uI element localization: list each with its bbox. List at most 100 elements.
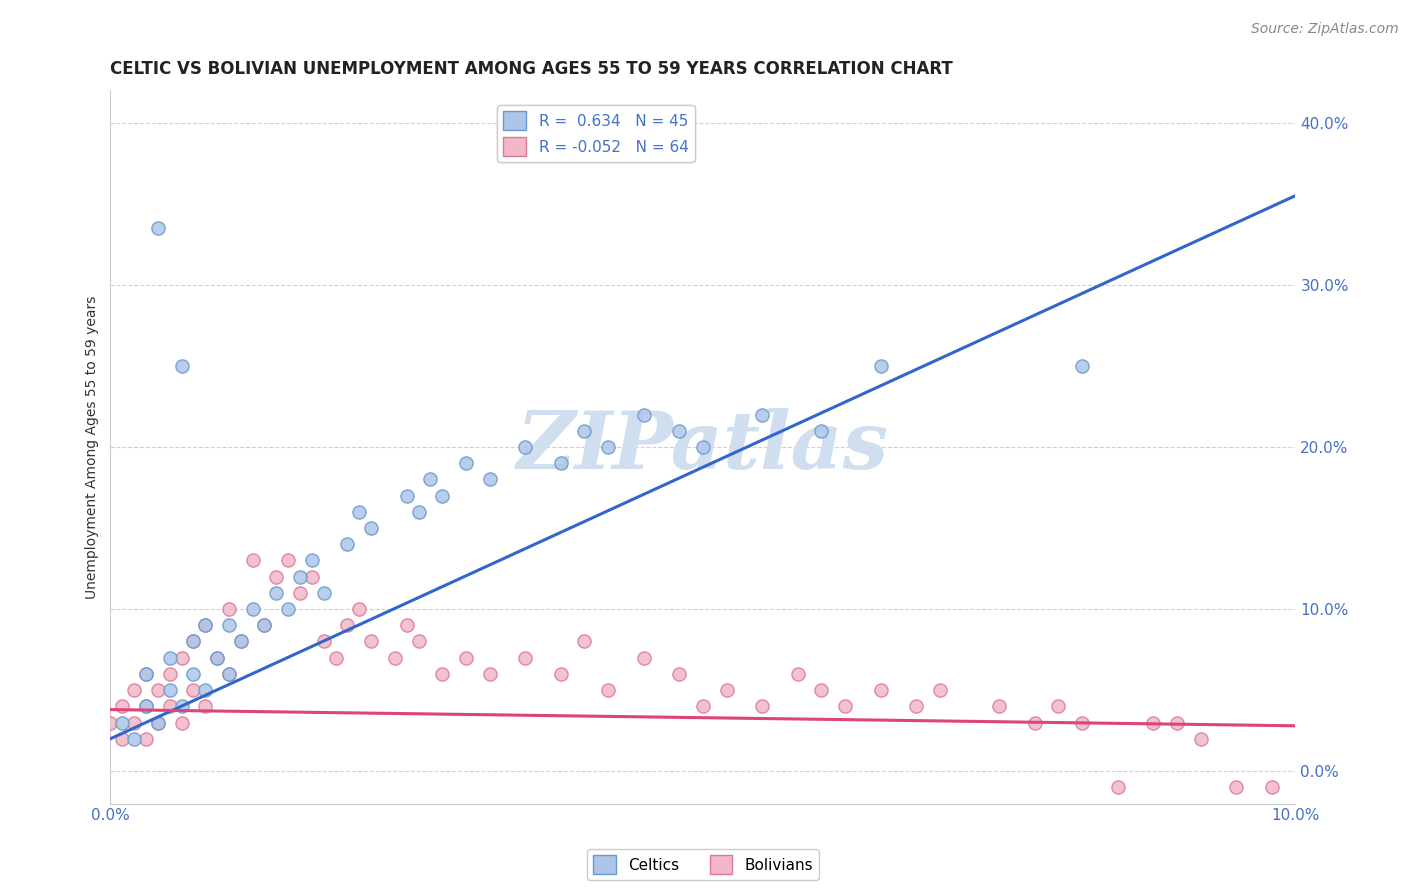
Point bbox=[218, 602, 240, 616]
Point bbox=[360, 634, 382, 648]
Point bbox=[349, 602, 371, 616]
Point bbox=[277, 553, 299, 567]
Point bbox=[170, 650, 193, 665]
Point bbox=[301, 569, 323, 583]
Point bbox=[1261, 780, 1284, 795]
Point bbox=[122, 683, 145, 698]
Point bbox=[1166, 715, 1188, 730]
Point bbox=[122, 731, 145, 746]
Point bbox=[135, 667, 157, 681]
Point bbox=[194, 683, 217, 698]
Point bbox=[454, 650, 477, 665]
Point bbox=[312, 586, 335, 600]
Point bbox=[550, 667, 572, 681]
Point bbox=[432, 489, 454, 503]
Point bbox=[478, 667, 501, 681]
Text: ZIPatlas: ZIPatlas bbox=[517, 409, 889, 485]
Point bbox=[146, 683, 169, 698]
Point bbox=[242, 602, 264, 616]
Text: Source: ZipAtlas.com: Source: ZipAtlas.com bbox=[1251, 22, 1399, 37]
Point bbox=[135, 699, 157, 714]
Point bbox=[111, 699, 134, 714]
Point bbox=[301, 553, 323, 567]
Point bbox=[111, 715, 134, 730]
Point bbox=[395, 618, 418, 632]
Point bbox=[194, 618, 217, 632]
Point bbox=[1107, 780, 1129, 795]
Point bbox=[1142, 715, 1164, 730]
Point bbox=[229, 634, 252, 648]
Point bbox=[288, 586, 311, 600]
Point bbox=[159, 699, 181, 714]
Point bbox=[905, 699, 928, 714]
Point bbox=[432, 667, 454, 681]
Point bbox=[159, 667, 181, 681]
Point bbox=[183, 667, 205, 681]
Point bbox=[266, 586, 288, 600]
Point bbox=[810, 424, 832, 438]
Point bbox=[408, 505, 430, 519]
Point bbox=[751, 699, 773, 714]
Point bbox=[218, 667, 240, 681]
Point bbox=[183, 634, 205, 648]
Point bbox=[170, 715, 193, 730]
Point bbox=[1071, 715, 1094, 730]
Point bbox=[751, 408, 773, 422]
Point bbox=[360, 521, 382, 535]
Point bbox=[183, 683, 205, 698]
Point bbox=[1024, 715, 1046, 730]
Point bbox=[1071, 359, 1094, 373]
Point bbox=[869, 683, 891, 698]
Point bbox=[395, 489, 418, 503]
Point bbox=[929, 683, 952, 698]
Point bbox=[419, 472, 441, 486]
Point bbox=[574, 634, 596, 648]
Point bbox=[988, 699, 1011, 714]
Point bbox=[574, 424, 596, 438]
Point bbox=[218, 667, 240, 681]
Point bbox=[384, 650, 406, 665]
Point bbox=[159, 650, 181, 665]
Point bbox=[692, 699, 714, 714]
Point bbox=[454, 456, 477, 470]
Point bbox=[229, 634, 252, 648]
Point bbox=[266, 569, 288, 583]
Point bbox=[349, 505, 371, 519]
Point bbox=[205, 650, 228, 665]
Point bbox=[253, 618, 276, 632]
Point bbox=[194, 618, 217, 632]
Legend: R =  0.634   N = 45, R = -0.052   N = 64: R = 0.634 N = 45, R = -0.052 N = 64 bbox=[498, 105, 695, 162]
Point bbox=[170, 359, 193, 373]
Point bbox=[146, 221, 169, 235]
Point bbox=[786, 667, 808, 681]
Point bbox=[135, 699, 157, 714]
Point bbox=[218, 618, 240, 632]
Point bbox=[183, 634, 205, 648]
Point bbox=[478, 472, 501, 486]
Point bbox=[668, 667, 690, 681]
Point bbox=[205, 650, 228, 665]
Point bbox=[869, 359, 891, 373]
Legend: Celtics, Bolivians: Celtics, Bolivians bbox=[586, 849, 820, 880]
Point bbox=[834, 699, 856, 714]
Point bbox=[325, 650, 347, 665]
Point bbox=[515, 650, 537, 665]
Point bbox=[336, 618, 359, 632]
Y-axis label: Unemployment Among Ages 55 to 59 years: Unemployment Among Ages 55 to 59 years bbox=[86, 295, 100, 599]
Point bbox=[135, 731, 157, 746]
Point bbox=[277, 602, 299, 616]
Text: CELTIC VS BOLIVIAN UNEMPLOYMENT AMONG AGES 55 TO 59 YEARS CORRELATION CHART: CELTIC VS BOLIVIAN UNEMPLOYMENT AMONG AG… bbox=[111, 60, 953, 78]
Point bbox=[111, 731, 134, 746]
Point bbox=[668, 424, 690, 438]
Point bbox=[692, 440, 714, 454]
Point bbox=[408, 634, 430, 648]
Point bbox=[1047, 699, 1070, 714]
Point bbox=[159, 683, 181, 698]
Point bbox=[135, 667, 157, 681]
Point bbox=[598, 683, 620, 698]
Point bbox=[336, 537, 359, 551]
Point bbox=[146, 715, 169, 730]
Point bbox=[515, 440, 537, 454]
Point bbox=[1225, 780, 1247, 795]
Point bbox=[253, 618, 276, 632]
